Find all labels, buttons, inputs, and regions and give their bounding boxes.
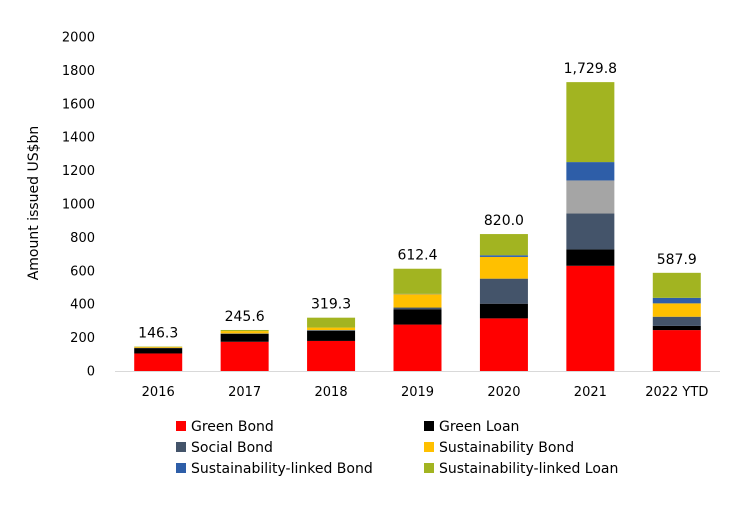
legend-label: Sustainability-linked Bond — [191, 461, 373, 477]
bar-segment — [479, 278, 528, 304]
y-axis: 0 200 400 600 800 1000 1200 1400 1600 1800 2000 — [62, 31, 95, 380]
total-label: 146.3 — [138, 326, 178, 342]
bar-segment — [307, 317, 356, 328]
legend-swatch — [176, 442, 186, 452]
x-axis: 2016 2017 2018 2019 2020 2021 2022 YTD — [115, 371, 720, 400]
bar-segment — [307, 330, 356, 331]
bar-segment — [307, 330, 356, 341]
total-label: 319.3 — [311, 297, 351, 313]
bar-segment — [566, 249, 615, 266]
legend-swatch — [424, 463, 434, 473]
y-tick-label: 1400 — [62, 131, 95, 146]
y-tick-label: 1200 — [62, 164, 95, 179]
bar-segment — [652, 316, 701, 326]
bar-segment — [652, 330, 701, 371]
y-tick-label: 1600 — [62, 97, 95, 112]
x-tick-label: 2020 — [487, 385, 520, 400]
bar-segment — [566, 82, 615, 163]
bar-segment — [393, 324, 442, 371]
x-tick-label: 2019 — [401, 385, 434, 400]
bar-segment — [479, 255, 528, 257]
bar-segment — [220, 331, 269, 334]
bars — [134, 82, 701, 371]
total-label: 1,729.8 — [564, 61, 617, 77]
legend-label: Sustainability Bond — [439, 440, 574, 456]
bar-segment — [652, 297, 701, 304]
x-tick-label: 2022 YTD — [645, 385, 708, 400]
legend-swatch — [424, 421, 434, 431]
legend: Green Bond Green Loan Social Bond Sustainab… — [176, 419, 618, 477]
bar-segment — [134, 346, 183, 348]
bar-segment — [479, 303, 528, 319]
y-axis-label: Amount issued US$bn — [26, 126, 42, 281]
bar-segment — [307, 340, 356, 371]
bar-segment — [652, 272, 701, 298]
y-tick-label: 400 — [70, 298, 95, 313]
legend-swatch — [424, 442, 434, 452]
bar-segment — [566, 162, 615, 181]
x-tick-label: 2016 — [142, 385, 175, 400]
bar-segment — [307, 327, 356, 331]
total-labels: 146.3 245.6 319.3 612.4 820.0 1,729.8 587.9 — [138, 61, 697, 341]
bar-segment — [566, 265, 615, 371]
x-tick-label: 2017 — [228, 385, 261, 400]
x-tick-label: 2018 — [315, 385, 348, 400]
bar-segment — [652, 325, 701, 331]
bar-segment — [566, 213, 615, 250]
bar-segment — [479, 234, 528, 256]
bar-segment — [220, 341, 269, 371]
bar-segment — [220, 329, 269, 332]
y-tick-label: 1000 — [62, 198, 95, 213]
y-tick-label: 600 — [70, 264, 95, 279]
bar-segment — [393, 309, 442, 325]
y-tick-label: 1800 — [62, 64, 95, 79]
bar-segment — [479, 318, 528, 371]
legend-label: Green Bond — [191, 419, 274, 435]
y-tick-label: 0 — [87, 365, 95, 380]
bar-segment — [393, 307, 442, 310]
legend-swatch — [176, 463, 186, 473]
y-tick-label: 200 — [70, 331, 95, 346]
bar-segment — [220, 333, 269, 342]
legend-swatch — [176, 421, 186, 431]
y-tick-label: 800 — [70, 231, 95, 246]
total-label: 820.0 — [484, 213, 524, 229]
bar-segment — [134, 348, 183, 354]
bar-segment — [393, 294, 442, 308]
legend-label: Green Loan — [439, 419, 519, 435]
bar-segment — [393, 268, 442, 294]
total-label: 245.6 — [225, 309, 265, 325]
total-label: 587.9 — [657, 252, 697, 268]
total-label: 612.4 — [397, 248, 437, 264]
bar-segment — [134, 353, 183, 371]
bar-segment — [479, 256, 528, 279]
legend-label: Social Bond — [191, 440, 273, 456]
y-tick-label: 2000 — [62, 31, 95, 46]
x-tick-label: 2021 — [574, 385, 607, 400]
bar-segment — [652, 303, 701, 317]
bar-segment — [566, 180, 615, 214]
legend-label: Sustainability-linked Loan — [439, 461, 618, 477]
